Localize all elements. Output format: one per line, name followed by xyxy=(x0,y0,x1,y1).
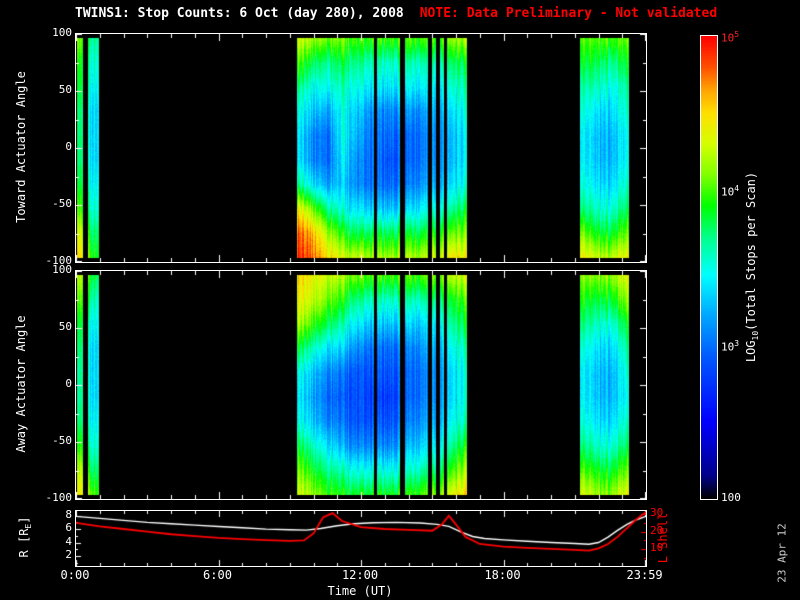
plot-title: TWINS1: Stop Counts: 6 Oct (day 280), 20… xyxy=(75,6,404,21)
l-shell-tick-label: 10 xyxy=(650,541,664,555)
y-tick-label: 100 xyxy=(52,26,72,39)
colorbar-tick-label: 105 xyxy=(721,30,740,45)
toward-axis-label: Toward Actuator Angle xyxy=(14,71,28,223)
y-tick-label: 50 xyxy=(58,320,72,333)
x-tick-label: 12:00 xyxy=(341,568,379,582)
y-tick-label: -100 xyxy=(45,254,73,267)
x-tick-label: 6:00 xyxy=(203,568,232,582)
l-shell-tick-label: 20 xyxy=(650,523,664,537)
x-tick-label: 18:00 xyxy=(484,568,521,582)
away-axis-label: Away Actuator Angle xyxy=(14,315,28,453)
colorbar-label-subscript: 10 xyxy=(751,330,761,341)
r-tick-label: 6 xyxy=(65,521,72,535)
l-shell-axis-label: L Shell xyxy=(656,512,670,564)
colorbar-tick-label: 100 xyxy=(721,491,741,504)
title-bar: TWINS1: Stop Counts: 6 Oct (day 280), 20… xyxy=(75,6,717,21)
y-tick-label: 100 xyxy=(52,263,72,276)
y-tick-label: -50 xyxy=(52,197,72,210)
y-tick-label: 0 xyxy=(65,377,72,390)
y-tick-label: 50 xyxy=(58,83,72,96)
x-axis-title: Time (UT) xyxy=(327,584,393,598)
toward-spectrogram-panel xyxy=(75,33,647,263)
colorbar-tick-label: 104 xyxy=(721,184,740,199)
timestamp: 23 Apr 12 xyxy=(775,523,789,583)
y-tick-label: -50 xyxy=(52,434,72,447)
y-tick-label: -100 xyxy=(45,491,73,504)
preliminary-note: NOTE: Data Preliminary - Not validated xyxy=(419,6,718,21)
colorbar xyxy=(700,35,718,500)
l-shell-tick-label: 30 xyxy=(650,505,664,519)
away-spectrogram-panel xyxy=(75,270,647,500)
x-tick-label: 23:59 xyxy=(626,568,663,582)
r-tick-label: 8 xyxy=(65,507,72,521)
r-tick-label: 2 xyxy=(65,547,72,561)
r-lshell-panel xyxy=(75,510,647,567)
colorbar-tick-label: 103 xyxy=(721,338,740,354)
y-tick-label: 0 xyxy=(65,140,72,153)
colorbar-label-text: LOG xyxy=(743,340,758,363)
colorbar-axis-label: LOG10(Total Stops per Scan) xyxy=(744,172,760,362)
x-tick-label: 0:00 xyxy=(60,568,90,582)
r-tick-label: 4 xyxy=(65,534,72,548)
colorbar-label-units: (Total Stops per Scan) xyxy=(743,171,758,331)
